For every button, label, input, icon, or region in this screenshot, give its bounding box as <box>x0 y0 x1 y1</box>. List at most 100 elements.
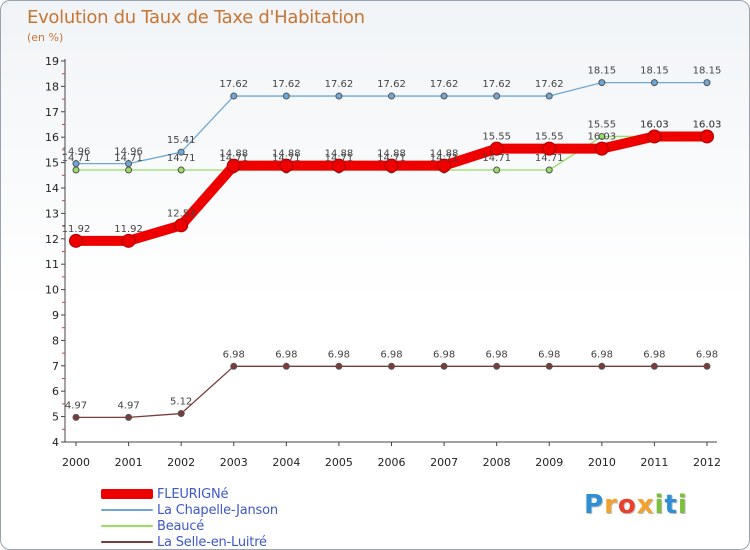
data-label: 14.71 <box>114 153 143 164</box>
data-point <box>384 158 399 173</box>
data-label: 14.71 <box>430 153 459 164</box>
data-point <box>703 362 711 370</box>
y-tick-label: 18 <box>45 80 59 93</box>
data-point <box>331 158 346 173</box>
data-label: 17.62 <box>219 79 248 90</box>
logo-letter: i <box>654 490 665 520</box>
data-label: 4.97 <box>65 400 87 411</box>
logo-letter: o <box>617 490 637 520</box>
data-point <box>174 218 189 233</box>
data-label: 6.98 <box>486 349 508 360</box>
data-point <box>177 148 185 156</box>
data-label: 6.98 <box>591 349 613 360</box>
data-point <box>598 79 606 87</box>
proxiti-logo: Proxiti <box>584 490 688 520</box>
data-point <box>177 166 185 174</box>
data-point <box>388 362 395 370</box>
y-tick-label: 5 <box>52 411 59 424</box>
legend-label: La Chapelle-Janson <box>157 502 278 518</box>
series-line <box>76 365 707 419</box>
legend-label: FLEURIGNé <box>157 486 229 502</box>
data-label: 16.03 <box>693 119 722 130</box>
data-point <box>437 158 452 173</box>
data-label: 6.98 <box>380 349 402 360</box>
x-tick-label: 2009 <box>535 456 563 469</box>
data-label: 15.55 <box>482 132 511 143</box>
y-tick-label: 14 <box>45 182 59 195</box>
y-tick-label: 9 <box>52 309 59 322</box>
data-label: 14.96 <box>62 147 91 158</box>
legend-swatch <box>101 525 153 527</box>
data-label: 6.98 <box>275 349 297 360</box>
legend-label: La Selle-en-Luitré <box>157 534 267 550</box>
data-label: 16.03 <box>693 119 722 130</box>
data-label: 6.98 <box>696 349 718 360</box>
data-label: 6.98 <box>328 349 350 360</box>
data-label: 16.03 <box>588 132 617 143</box>
data-label: 11.92 <box>114 224 143 235</box>
data-point <box>335 362 343 370</box>
x-tick-label: 2010 <box>588 456 616 469</box>
data-point <box>72 166 80 174</box>
data-label: 14.71 <box>167 153 196 164</box>
data-label: 14.96 <box>114 147 143 158</box>
chart-subtitle: (en %) <box>27 31 64 44</box>
data-label: 14.71 <box>325 153 354 164</box>
data-label: 12.53 <box>167 208 196 219</box>
data-label: 14.71 <box>62 153 91 164</box>
y-tick-label: 4 <box>52 436 59 449</box>
y-tick-label: 12 <box>45 233 59 246</box>
data-point <box>703 79 711 87</box>
logo-letter: i <box>677 490 688 520</box>
x-tick-label: 2008 <box>483 456 511 469</box>
data-point <box>598 362 606 370</box>
legend-label: Beaucé <box>157 518 205 534</box>
data-label: 17.62 <box>377 79 406 90</box>
logo-letter: x <box>636 490 655 520</box>
x-tick-label: 2012 <box>693 456 721 469</box>
data-label: 14.88 <box>219 149 248 160</box>
data-label: 6.98 <box>643 349 665 360</box>
x-tick-label: 2007 <box>430 456 458 469</box>
data-label: 14.88 <box>272 149 301 160</box>
data-point <box>125 166 133 174</box>
data-point <box>493 362 501 370</box>
data-label: 15.55 <box>588 119 617 130</box>
data-point <box>282 362 290 370</box>
legend-swatch <box>101 541 153 543</box>
logo-letter: t <box>664 490 678 520</box>
data-point <box>489 141 504 156</box>
data-label: 15.41 <box>167 135 196 146</box>
data-point <box>282 92 290 100</box>
y-tick-label: 13 <box>45 207 59 220</box>
data-label: 14.88 <box>430 149 459 160</box>
data-point <box>230 362 238 370</box>
data-point <box>545 92 553 100</box>
y-tick-label: 6 <box>52 385 59 398</box>
data-point <box>493 92 501 100</box>
data-label: 5.12 <box>170 397 192 408</box>
legend-swatch <box>101 509 153 511</box>
data-point <box>177 410 185 418</box>
data-point <box>440 362 448 370</box>
data-point <box>388 92 395 100</box>
x-tick-label: 2002 <box>167 456 195 469</box>
x-tick-label: 2004 <box>272 456 300 469</box>
data-point <box>594 141 609 156</box>
data-point <box>598 132 606 140</box>
data-label: 14.71 <box>219 153 248 164</box>
legend-item: La Selle-en-Luitré <box>101 534 278 550</box>
data-label: 16.03 <box>640 119 669 130</box>
data-point <box>647 129 662 144</box>
data-label: 6.98 <box>433 349 455 360</box>
data-point <box>226 158 241 173</box>
data-point <box>69 233 83 248</box>
legend-swatch <box>101 489 153 499</box>
chart-title: Evolution du Taux de Taxe d'Habitation <box>27 7 365 28</box>
data-label: 17.62 <box>272 79 301 90</box>
data-label: 6.98 <box>538 349 560 360</box>
data-label: 6.98 <box>223 349 245 360</box>
y-tick-label: 10 <box>45 284 59 297</box>
data-label: 17.62 <box>535 79 564 90</box>
